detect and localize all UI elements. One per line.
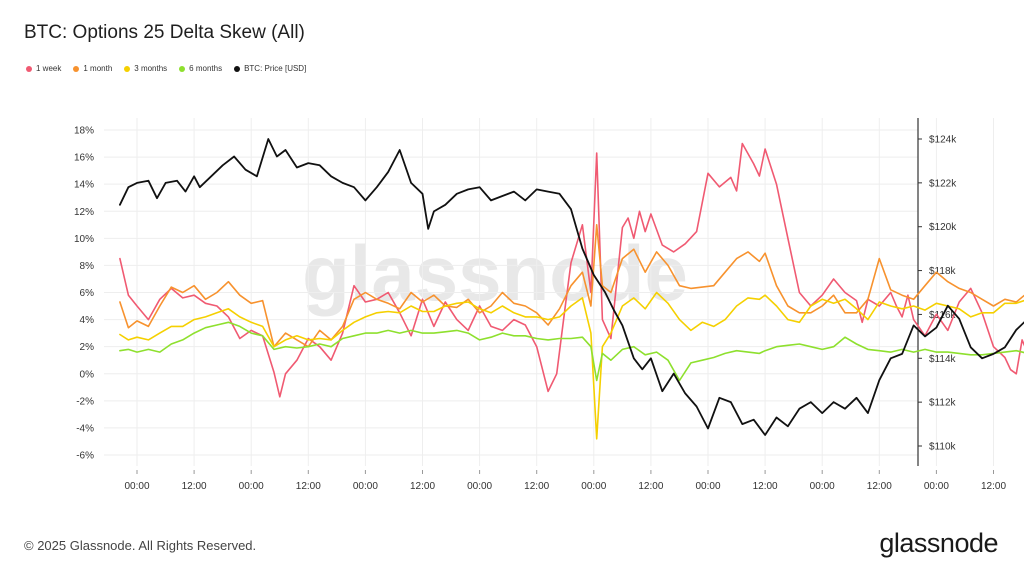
watermark-text: glassnode bbox=[302, 229, 688, 317]
legend-item-6-months[interactable]: 6 months bbox=[179, 64, 222, 73]
x-tick-label: 00:00 bbox=[695, 481, 720, 492]
series-line-btc-price-usd[interactable] bbox=[119, 138, 1024, 436]
x-tick-label: 12:00 bbox=[638, 481, 663, 492]
chart-title: BTC: Options 25 Delta Skew (All) bbox=[24, 22, 305, 43]
x-tick-label: 00:00 bbox=[353, 481, 378, 492]
series-line-3-months[interactable] bbox=[119, 291, 1024, 440]
y-left-tick-label: -6% bbox=[76, 451, 94, 462]
y-right-tick-label: $124k bbox=[929, 135, 957, 146]
y-left-tick-label: 2% bbox=[80, 342, 95, 353]
legend-label: 3 months bbox=[134, 64, 168, 73]
y-left-tick-label: 4% bbox=[80, 315, 95, 326]
y-left-tick-label: -4% bbox=[76, 423, 94, 434]
y-right-tick-label: $114k bbox=[929, 354, 957, 365]
legend-swatch bbox=[234, 65, 241, 72]
x-tick-label: 00:00 bbox=[924, 481, 949, 492]
y-left-tick-label: 6% bbox=[80, 288, 95, 299]
legend-swatch bbox=[26, 65, 32, 72]
x-tick-label: 00:00 bbox=[239, 481, 264, 492]
line-chart[interactable]: glassnode 18% 16% 14% 12% 10% 8% 6% 4% 2% 0% -2% -4%… bbox=[0, 0, 1024, 520]
y-left-tick-label: 0% bbox=[80, 369, 95, 380]
legend-swatch bbox=[124, 65, 131, 72]
series-line-1-week[interactable] bbox=[119, 142, 1024, 398]
x-tick-label: 00:00 bbox=[467, 481, 492, 492]
legend-swatch bbox=[73, 65, 80, 72]
y-left-tick-label: 10% bbox=[74, 234, 94, 245]
y-right-tick-label: $118k bbox=[929, 266, 957, 277]
legend-swatch bbox=[179, 65, 186, 72]
legend-item-1-week[interactable]: 1 week bbox=[26, 64, 61, 73]
x-tick-label: 12:00 bbox=[867, 481, 892, 492]
x-tick-label: 00:00 bbox=[124, 481, 149, 492]
y-left-tick-label: 14% bbox=[74, 180, 94, 191]
series-line-6-months[interactable] bbox=[119, 321, 1024, 382]
y-right-tick-label: $110k bbox=[929, 442, 957, 453]
legend-label: 1 month bbox=[83, 64, 113, 73]
y-left-tick-label: 8% bbox=[80, 261, 95, 272]
x-tick-label: 12:00 bbox=[524, 481, 549, 492]
x-tick-label: 12:00 bbox=[182, 481, 207, 492]
y-right-tick-label: $120k bbox=[929, 222, 957, 233]
copyright-text: © 2025 Glassnode. All Rights Reserved. bbox=[24, 538, 257, 553]
x-tick-label: 00:00 bbox=[810, 481, 835, 492]
y-left-tick-label: -2% bbox=[76, 396, 94, 407]
legend-label: 1 week bbox=[36, 64, 62, 73]
legend-item-btc-price[interactable]: BTC: Price [USD] bbox=[234, 64, 306, 73]
x-tick-label: 12:00 bbox=[753, 481, 778, 492]
legend-item-1-month[interactable]: 1 month bbox=[73, 64, 112, 73]
y-right-tick-label: $122k bbox=[929, 178, 957, 189]
y-left-tick-label: 18% bbox=[74, 126, 94, 137]
brand-logo: glassnode bbox=[879, 528, 998, 558]
y-left-tick-label: 12% bbox=[74, 207, 94, 218]
chart-legend: 1 week 1 month 3 months 6 months BTC: Pr… bbox=[26, 64, 306, 73]
x-tick-label: 12:00 bbox=[296, 481, 321, 492]
legend-item-3-months[interactable]: 3 months bbox=[124, 64, 167, 73]
y-left-tick-label: 16% bbox=[74, 153, 94, 164]
legend-label: 6 months bbox=[189, 64, 223, 73]
x-tick-label: 00:00 bbox=[581, 481, 606, 492]
x-tick-label: 12:00 bbox=[981, 481, 1006, 492]
y-right-tick-label: $112k bbox=[929, 398, 957, 409]
x-tick-label: 12:00 bbox=[410, 481, 435, 492]
legend-label: BTC: Price [USD] bbox=[244, 64, 307, 73]
